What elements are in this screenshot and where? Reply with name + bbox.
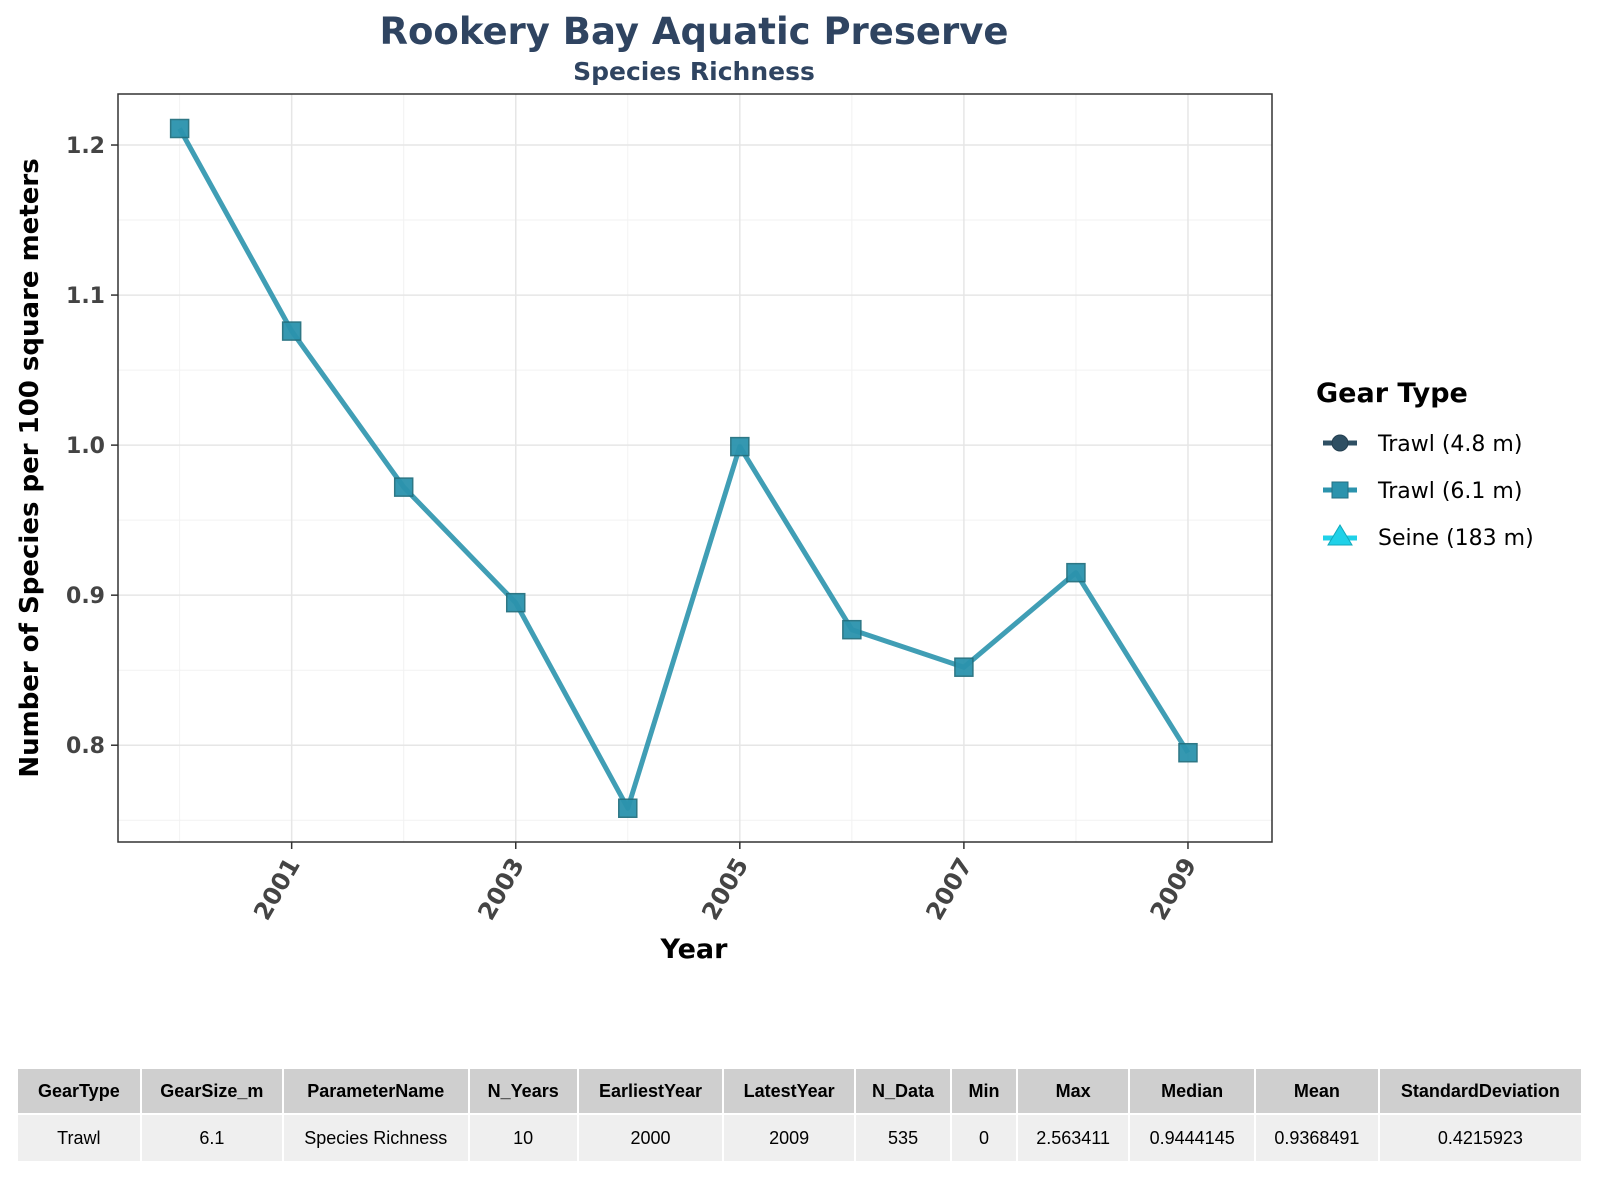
legend-label: Seine (183 m) (1378, 526, 1534, 551)
summary-table: GearType GearSize_m ParameterName N_Year… (16, 1069, 1583, 1161)
x-tick-label: 2003 (472, 853, 530, 925)
table-header-cell: GearType (18, 1069, 140, 1113)
data-point (283, 322, 301, 340)
table-cell: Trawl (18, 1113, 140, 1161)
x-tick-label: 2007 (920, 853, 978, 925)
table-header-cell: N_Years (470, 1069, 577, 1113)
data-point (843, 621, 861, 639)
table-cell: 0 (952, 1113, 1016, 1161)
legend-item-trawl-4-8: Trawl (4.8 m) (1323, 432, 1522, 457)
table-header-cell: Median (1130, 1069, 1254, 1113)
legend-key-circle-icon (1332, 435, 1348, 451)
data-point (619, 799, 637, 817)
table-cell: 535 (856, 1113, 950, 1161)
legend: Gear Type Trawl (4.8 m) Trawl (6.1 m) Se… (1316, 378, 1534, 551)
y-tick-label: 1.2 (66, 134, 105, 159)
x-axis-title: Year (660, 934, 729, 965)
y-tick-label: 1.1 (66, 284, 105, 309)
data-point (731, 438, 749, 456)
table-cell: 2000 (579, 1113, 722, 1161)
x-tick-label: 2001 (248, 853, 306, 925)
table-header-cell: GearSize_m (142, 1069, 282, 1113)
legend-key-triangle-icon (1328, 525, 1352, 545)
table-cell: 0.4215923 (1380, 1113, 1581, 1161)
y-axis-title: Number of Species per 100 square meters (15, 158, 45, 777)
table-row: Trawl 6.1 Species Richness 10 2000 2009 … (18, 1113, 1581, 1161)
legend-title: Gear Type (1316, 378, 1468, 409)
data-point (1179, 744, 1197, 762)
legend-key-square-icon (1332, 482, 1348, 498)
data-point (395, 478, 413, 496)
table-header-cell: ParameterName (284, 1069, 468, 1113)
legend-label: Trawl (6.1 m) (1377, 479, 1522, 504)
y-tick-label: 0.8 (66, 734, 105, 759)
table-header-cell: EarliestYear (579, 1069, 722, 1113)
chart-subtitle: Species Richness (573, 57, 815, 86)
data-point (1067, 564, 1085, 582)
x-tick-label: 2009 (1145, 853, 1203, 925)
x-tick-label: 2005 (696, 853, 754, 925)
table-header-cell: LatestYear (724, 1069, 854, 1113)
table-cell: Species Richness (284, 1113, 468, 1161)
chart-title: Rookery Bay Aquatic Preserve (380, 10, 1009, 53)
table-header-cell: Min (952, 1069, 1016, 1113)
table-header-cell: N_Data (856, 1069, 950, 1113)
legend-label: Trawl (4.8 m) (1377, 432, 1522, 457)
table-header-cell: Max (1018, 1069, 1128, 1113)
y-tick-label: 1.0 (66, 434, 105, 459)
table-cell: 2009 (724, 1113, 854, 1161)
legend-item-trawl-6-1: Trawl (6.1 m) (1323, 479, 1522, 504)
table-cell: 2.563411 (1018, 1113, 1128, 1161)
y-tick-label: 0.9 (66, 584, 105, 609)
data-point (507, 594, 525, 612)
table-header-row: GearType GearSize_m ParameterName N_Year… (18, 1069, 1581, 1113)
data-point (171, 120, 189, 138)
table-header-cell: StandardDeviation (1380, 1069, 1581, 1113)
y-axis: 0.8 0.9 1.0 1.1 1.2 (66, 134, 118, 759)
x-axis: 2001 2003 2005 2007 2009 (248, 842, 1202, 925)
data-point (955, 658, 973, 676)
table-header-cell: Mean (1256, 1069, 1378, 1113)
table-cell: 0.9444145 (1130, 1113, 1254, 1161)
legend-item-seine-183: Seine (183 m) (1323, 525, 1534, 551)
table-cell: 0.9368491 (1256, 1113, 1378, 1161)
table-cell: 6.1 (142, 1113, 282, 1161)
table-cell: 10 (470, 1113, 577, 1161)
chart: Rookery Bay Aquatic Preserve Species Ric… (0, 0, 1600, 1000)
